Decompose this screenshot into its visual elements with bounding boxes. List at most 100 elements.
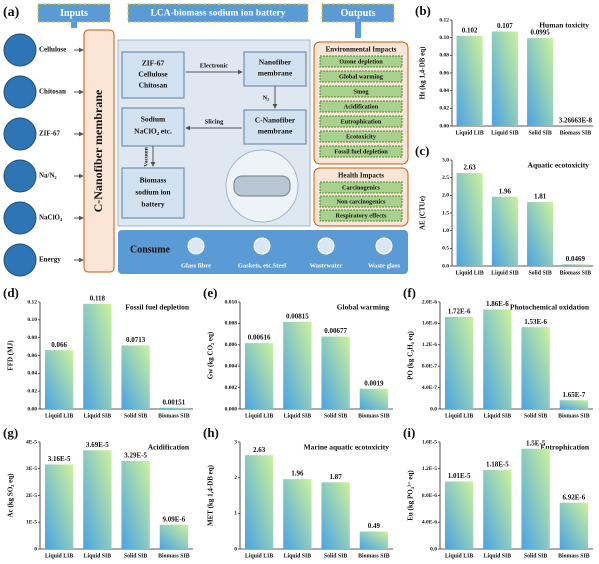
input-label: Energy bbox=[39, 256, 61, 264]
y-axis-label: Ac (kg SO₂ eq) bbox=[7, 473, 15, 518]
value-label: 2.63 bbox=[464, 164, 477, 172]
x-tick-label: Liquid SIB bbox=[484, 553, 512, 559]
value-label: 0.00151 bbox=[163, 398, 186, 406]
y-axis-label: FFD (MJ) bbox=[7, 340, 15, 371]
consume-icon bbox=[375, 237, 393, 255]
y-tick-label: 0 bbox=[234, 546, 237, 552]
y-tick-label: 1 bbox=[234, 511, 237, 517]
impact-label: Ecotoxicity bbox=[346, 133, 377, 140]
value-label: 1.72E-6 bbox=[448, 308, 471, 316]
value-label: 1.96 bbox=[291, 470, 304, 478]
value-label: 0.118 bbox=[90, 294, 106, 302]
value-label: 1.81 bbox=[534, 193, 547, 201]
x-tick-label: Solid SIB bbox=[524, 553, 547, 559]
value-label: 6.92E-6 bbox=[563, 493, 586, 501]
y-tick-label: 0.10 bbox=[27, 317, 37, 323]
bar bbox=[83, 450, 112, 549]
x-tick-label: Liquid SIB bbox=[484, 413, 512, 419]
process-text: Biomass bbox=[140, 176, 167, 185]
y-tick-label: 3.0 bbox=[442, 157, 449, 163]
y-tick-label: 4.0E-6 bbox=[422, 520, 437, 526]
panel-label: (h) bbox=[203, 425, 219, 440]
x-tick-label: Liquid LIB bbox=[445, 413, 473, 419]
input-label: Cellulose bbox=[39, 46, 66, 54]
impact-label: Eutrophication bbox=[341, 118, 382, 125]
consume-label: Glass fibre bbox=[181, 262, 211, 269]
y-tick-label: 3E-5 bbox=[26, 466, 37, 472]
panel-label: (g) bbox=[3, 425, 18, 440]
x-tick-label: Biomass SIB bbox=[558, 413, 590, 419]
bar bbox=[121, 460, 150, 549]
process-box bbox=[121, 167, 185, 219]
x-tick-label: Biomass SIB bbox=[158, 553, 190, 559]
y-tick-label: 1.2E-5 bbox=[422, 466, 437, 472]
chart-title: Fossil fuel depletion bbox=[125, 303, 190, 312]
y-tick-label: 4E-5 bbox=[26, 439, 37, 445]
y-tick-label: 0.000 bbox=[225, 406, 238, 412]
value-label: 3.29E-5 bbox=[124, 452, 147, 460]
impact-label: Global warming bbox=[339, 73, 384, 80]
y-tick-label: 0.02 bbox=[27, 388, 37, 394]
bar bbox=[521, 327, 550, 409]
panel-label: (c) bbox=[415, 143, 429, 158]
impact-item bbox=[319, 181, 403, 194]
y-tick-label: 0.04 bbox=[439, 88, 449, 94]
bar bbox=[321, 482, 350, 549]
input-label: Chitosan bbox=[39, 88, 66, 96]
bar bbox=[491, 196, 518, 266]
impact-label: Smog bbox=[353, 88, 369, 95]
y-tick-label: 0.12 bbox=[27, 299, 37, 305]
input-icon bbox=[3, 201, 37, 235]
x-tick-label: Solid SIB bbox=[324, 553, 347, 559]
value-label: 0.0019 bbox=[364, 379, 384, 387]
x-tick-label: Solid SIB bbox=[528, 130, 551, 136]
y-tick-label: 0.0 bbox=[442, 263, 449, 269]
impact-label: Respiratory effects bbox=[336, 212, 387, 219]
impact-label: Non carcinogenics bbox=[336, 198, 386, 205]
bar bbox=[444, 316, 474, 409]
y-axis-label: Eu (kg PO₄³⁻ eq) bbox=[407, 470, 415, 521]
chart-title: Eutrophication bbox=[540, 443, 589, 452]
value-label: 0.00815 bbox=[286, 312, 309, 320]
bar bbox=[359, 531, 389, 549]
process-label: N₂ bbox=[263, 94, 270, 101]
impact-label: Ozone depletion bbox=[339, 58, 383, 65]
x-tick-label: Solid SIB bbox=[528, 270, 551, 276]
consume-icon bbox=[317, 237, 335, 255]
bar bbox=[44, 464, 74, 549]
chart-title: Aquatic ecotoxicity bbox=[528, 161, 590, 170]
impact-item bbox=[319, 115, 403, 128]
chart-title: Human toxicity bbox=[539, 21, 589, 30]
panel-label: (b) bbox=[415, 3, 431, 18]
input-label: Na/N₂ bbox=[39, 172, 57, 180]
value-label: 1.5E-5 bbox=[526, 439, 546, 447]
x-tick-label: Solid SIB bbox=[524, 413, 547, 419]
value-label: 0.102 bbox=[462, 27, 478, 35]
diagram-title: LCA-biomass sodium ion battery bbox=[151, 9, 286, 19]
y-tick-label: 0.10 bbox=[439, 35, 449, 41]
y-tick-label: 2.5 bbox=[442, 175, 449, 181]
process-box bbox=[121, 51, 185, 99]
value-label: 3.26663E-8 bbox=[559, 117, 593, 125]
consume-label: Gaskets, etc.Steel bbox=[238, 262, 286, 269]
input-label: NaClO₄ bbox=[39, 214, 63, 222]
process-label: Vacuum bbox=[143, 147, 149, 167]
impact-item bbox=[319, 100, 403, 113]
process-text: Cellulose bbox=[138, 70, 168, 79]
x-tick-label: Biomass SIB bbox=[558, 553, 590, 559]
input-label: ZIF-67 bbox=[39, 130, 61, 138]
bar bbox=[456, 35, 483, 126]
bar bbox=[456, 173, 483, 266]
impact-item bbox=[319, 85, 403, 98]
consume-icon bbox=[253, 237, 271, 255]
value-label: 1.86E-6 bbox=[486, 300, 509, 308]
y-axis-label: Ht (kg 1,4-DB eq) bbox=[419, 46, 427, 100]
x-tick-label: Biomass SIB bbox=[358, 413, 390, 419]
chart-title: Acidification bbox=[148, 443, 190, 452]
value-label: 1.18E-5 bbox=[486, 461, 509, 469]
process-text: NaClO₄ etc. bbox=[134, 127, 172, 136]
bar bbox=[321, 336, 350, 409]
value-label: 1.01E-5 bbox=[448, 472, 471, 480]
y-tick-label: 2.0E-6 bbox=[422, 299, 437, 305]
x-tick-label: Biomass SIB bbox=[358, 553, 390, 559]
